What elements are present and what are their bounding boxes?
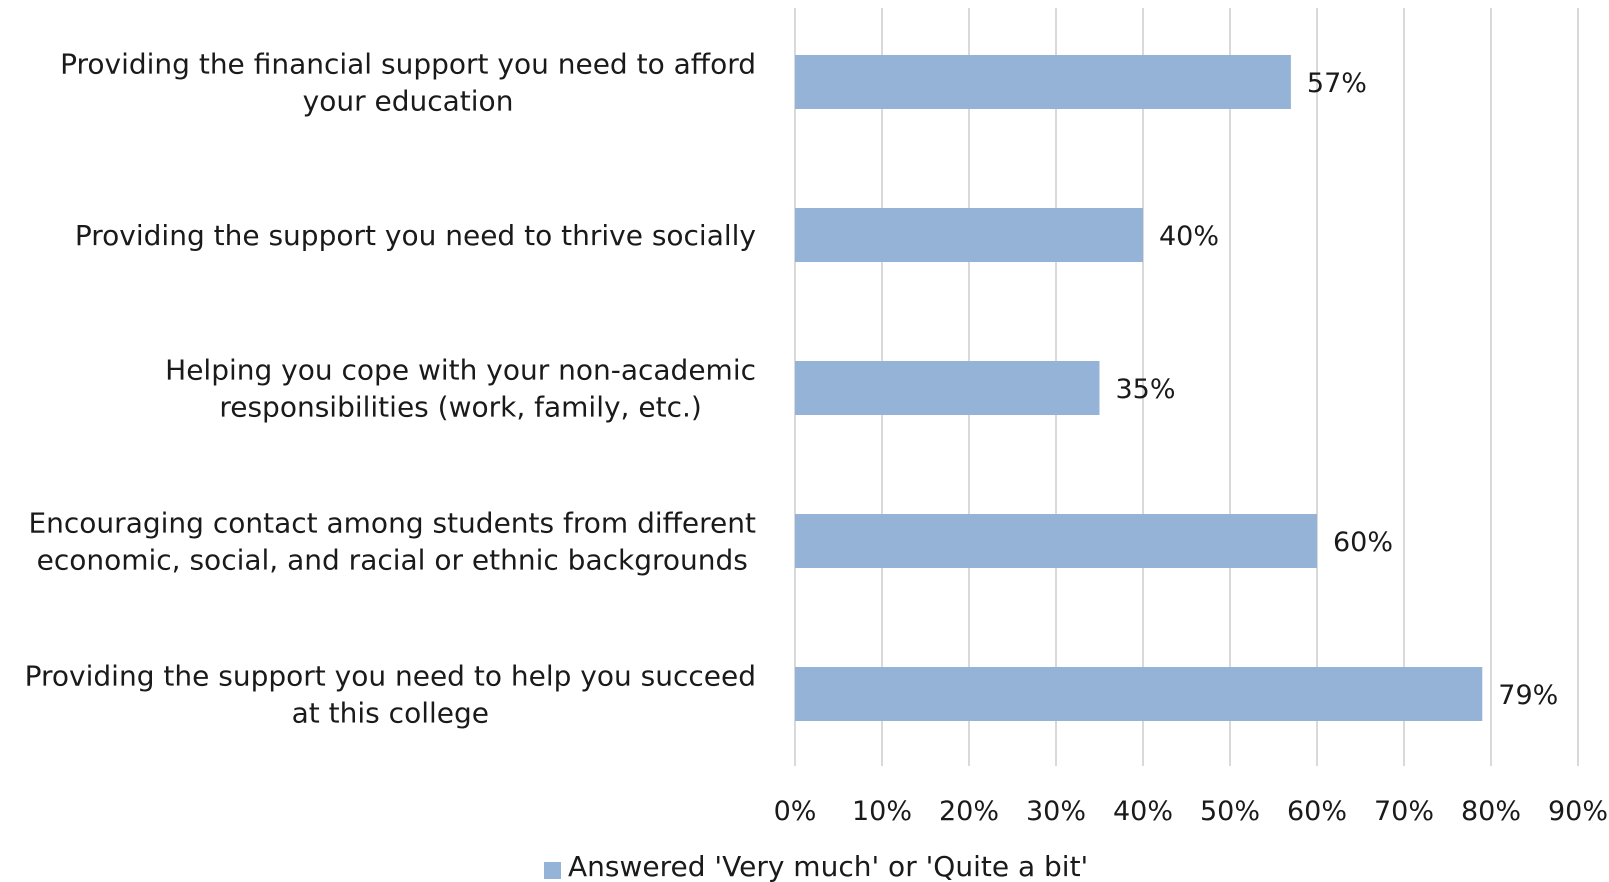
category-label: Providing the support you need to thrive… [75, 219, 756, 252]
data-label: 40% [1159, 221, 1219, 252]
legend: Answered 'Very much' or 'Quite a bit' [544, 850, 1088, 882]
x-tick-label: 10% [852, 796, 912, 827]
bar [795, 514, 1317, 568]
category-label: Providing the support you need to help y… [25, 660, 756, 730]
data-label: 79% [1498, 680, 1558, 711]
x-tick-label: 50% [1200, 796, 1260, 827]
x-tick-label: 70% [1374, 796, 1434, 827]
data-label: 57% [1307, 68, 1367, 99]
data-label: 60% [1333, 527, 1393, 558]
x-tick-label: 90% [1548, 796, 1608, 827]
bar [795, 361, 1100, 415]
bar [795, 208, 1143, 262]
bar [795, 55, 1291, 109]
bar [795, 667, 1483, 721]
x-tick-label: 0% [774, 796, 817, 827]
category-label: Providing the financial support you need… [60, 48, 756, 118]
bars [795, 55, 1483, 721]
category-label: Encouraging contact among students from … [28, 507, 756, 577]
category-label: Helping you cope with your non-academic r… [165, 354, 756, 424]
data-label: 35% [1116, 374, 1176, 405]
x-tick-label: 20% [939, 796, 999, 827]
x-tick-label: 40% [1113, 796, 1173, 827]
x-tick-label: 80% [1461, 796, 1521, 827]
category-labels: Providing the financial support you need… [25, 48, 756, 730]
data-labels: 57% 40% 35% 60% 79% [1116, 68, 1559, 711]
legend-swatch [544, 862, 561, 879]
x-axis-tick-labels: 0% 10% 20% 30% 40% 50% 60% 70% 80% 90% [774, 796, 1608, 827]
x-tick-label: 30% [1026, 796, 1086, 827]
x-tick-label: 60% [1287, 796, 1347, 827]
legend-label: Answered 'Very much' or 'Quite a bit' [568, 850, 1088, 882]
gridlines [794, 8, 1579, 766]
